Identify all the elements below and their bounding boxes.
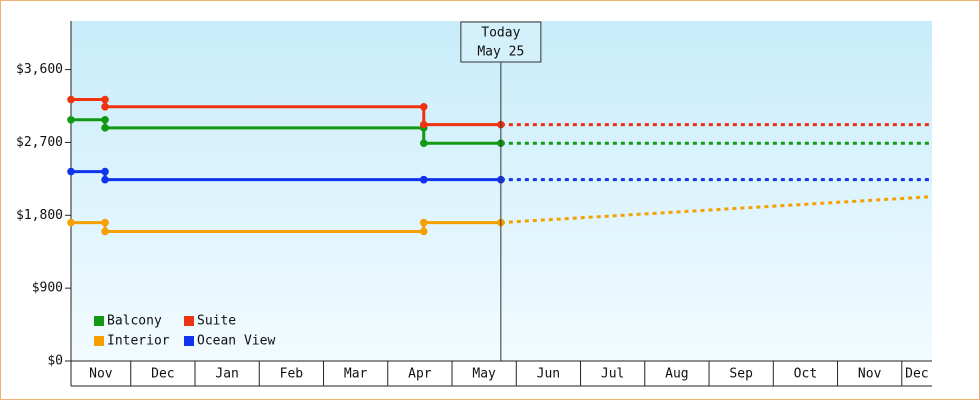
price-point [101,124,109,132]
x-tick-label: May [472,367,496,382]
y-tick-label: $900 [32,281,63,296]
x-tick-label: Jun [537,367,560,382]
price-point [67,167,75,176]
x-tick-label: Mar [344,367,368,382]
price-point [67,115,75,124]
price-line [71,221,501,233]
today-box [460,21,542,63]
x-tick-label: Dec [905,367,928,382]
price-point [419,139,428,148]
y-tick-label: $2,700 [16,135,63,150]
legend-label: Suite [197,314,236,329]
price-point [101,103,109,111]
price-point [101,218,109,227]
x-tick-label: Jan [215,367,238,382]
price-point [419,218,428,227]
price-point [419,175,428,184]
price-point [67,218,75,227]
legend-swatch [184,316,194,326]
y-tick-label: $0 [47,354,63,369]
price-point [101,95,109,104]
price-point [419,227,428,236]
x-tick-label: Apr [408,367,432,382]
x-tick-label: Nov [858,367,882,382]
price-line [71,98,501,127]
price-point [101,175,109,184]
today-label: May 25 [477,45,524,60]
x-tick-label: Jul [601,367,624,382]
price-point [67,95,75,104]
today-label: Today [481,26,520,41]
price-point [101,115,109,124]
x-tick-label: Dec [151,367,174,382]
legend-swatch [94,336,104,346]
y-tick-label: $3,600 [16,62,63,77]
price-line [71,118,501,145]
legend-swatch [184,336,194,346]
price-point [101,167,109,176]
x-tick-label: Sep [729,367,753,382]
price-point [419,103,428,111]
plot-area [71,21,932,361]
x-tick-label: Oct [794,367,817,382]
x-tick-label: Feb [280,367,304,382]
x-tick-label: Nov [89,367,113,382]
price-point [101,227,109,236]
legend-label: Balcony [107,314,162,329]
legend-label: Interior [107,334,170,349]
legend-swatch [94,316,104,326]
y-tick-label: $1,800 [16,208,63,223]
legend-label: Ocean View [197,334,275,349]
price-point [419,120,428,129]
x-tick-label: Aug [665,367,688,382]
